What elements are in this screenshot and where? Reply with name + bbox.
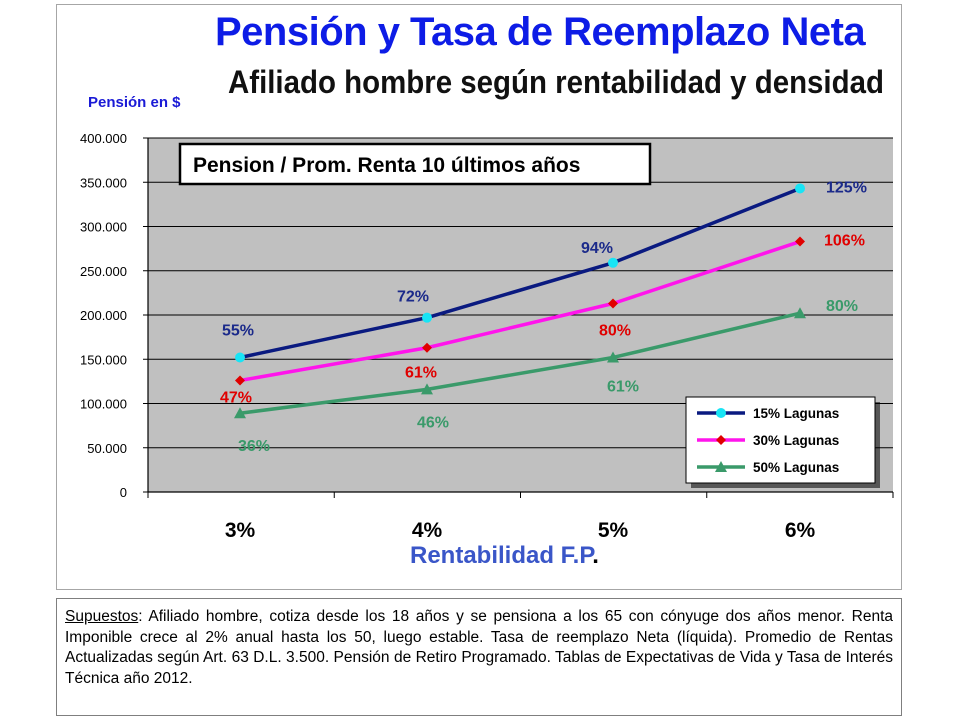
data-point-diamond — [608, 298, 618, 309]
x-tick-label: 5% — [598, 519, 629, 542]
data-point-triangle — [421, 383, 433, 395]
data-label: 80% — [599, 322, 631, 339]
data-point-circle — [795, 183, 805, 194]
chart-subtitle: Afiliado hombre según rentabilidad y den… — [228, 64, 884, 100]
legend-label: 30% Lagunas — [753, 433, 839, 448]
chart-title: Pensión y Tasa de Reemplazo Neta — [215, 10, 866, 54]
x-axis-title-text: Rentabilidad F.P — [410, 542, 593, 569]
data-point-circle — [235, 352, 245, 363]
data-label: 106% — [824, 233, 865, 250]
y-axis-title: Pensión en $ — [88, 94, 181, 111]
data-label: 72% — [397, 289, 429, 306]
data-label: 125% — [826, 179, 867, 196]
data-point-triangle — [715, 461, 727, 472]
data-label: 46% — [417, 414, 449, 431]
data-point-circle — [716, 408, 726, 418]
y-tick-label: 100.000 — [80, 397, 127, 412]
x-axis-title-dot: . — [592, 542, 599, 569]
series-line — [239, 186, 801, 360]
assumptions-text: : Afiliado hombre, cotiza desde los 18 a… — [65, 608, 893, 687]
y-tick-label: 400.000 — [80, 131, 127, 146]
data-label: 55% — [222, 322, 254, 339]
y-tick-label: 150.000 — [80, 352, 127, 367]
data-label: 47% — [220, 389, 252, 406]
data-point-triangle — [794, 307, 806, 319]
legend-label: 50% Lagunas — [753, 460, 839, 475]
data-point-circle — [608, 257, 618, 268]
legend-label: 15% Lagunas — [753, 406, 839, 421]
x-tick-label: 3% — [225, 519, 256, 542]
data-label: 61% — [405, 365, 437, 382]
series-line — [239, 239, 801, 383]
data-point-triangle — [234, 407, 246, 419]
y-tick-label: 0 — [120, 485, 127, 500]
data-point-triangle — [607, 351, 619, 363]
data-label: 36% — [238, 438, 270, 455]
x-tick-label: 6% — [785, 519, 816, 542]
y-tick-label: 300.000 — [80, 220, 127, 235]
assumptions-note: Supuestos: Afiliado hombre, cotiza desde… — [56, 598, 902, 716]
y-tick-label: 50.000 — [87, 441, 127, 456]
y-tick-label: 250.000 — [80, 264, 127, 279]
data-point-diamond — [235, 375, 245, 386]
data-point-circle — [422, 312, 432, 323]
annotation-text: Pension / Prom. Renta 10 últimos años — [193, 154, 580, 177]
series-line — [239, 311, 801, 415]
data-point-diamond — [716, 435, 726, 445]
x-axis-title: Rentabilidad F.P. — [410, 542, 599, 570]
data-point-diamond — [422, 342, 432, 353]
data-point-diamond — [795, 236, 805, 247]
data-label: 61% — [607, 378, 639, 395]
annotation-box — [178, 142, 652, 186]
y-tick-label: 350.000 — [80, 175, 127, 190]
data-label: 80% — [826, 298, 858, 315]
assumptions-heading: Supuestos — [65, 608, 139, 625]
data-label: 94% — [581, 240, 613, 257]
y-tick-label: 200.000 — [80, 308, 127, 323]
x-tick-label: 4% — [412, 519, 443, 542]
